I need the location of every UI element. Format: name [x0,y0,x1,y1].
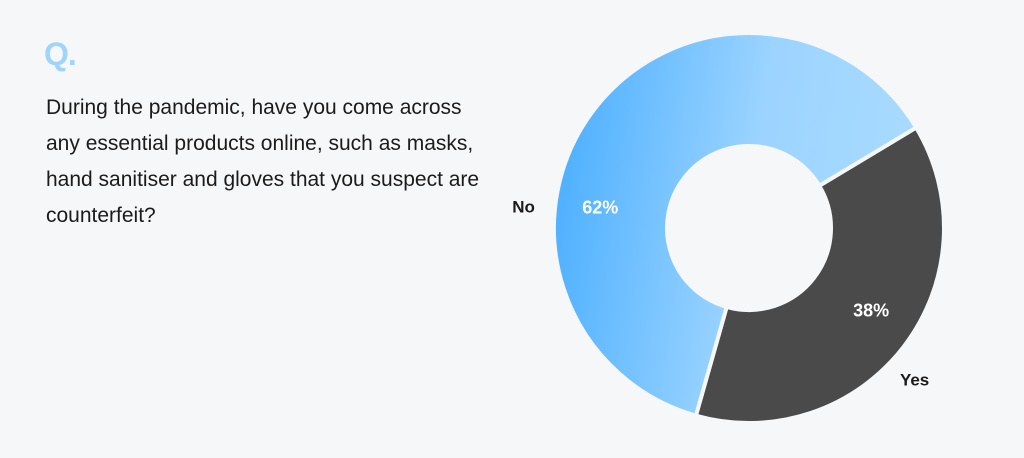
category-label-no: No [512,197,535,216]
value-label-yes: 38% [853,300,889,320]
category-label-yes: Yes [900,371,929,390]
survey-question: During the pandemic, have you come acros… [46,96,480,227]
question-marker: Q. [44,36,77,72]
value-label-no: 62% [582,197,618,217]
slice-no [552,31,919,419]
slice-yes [693,124,946,425]
